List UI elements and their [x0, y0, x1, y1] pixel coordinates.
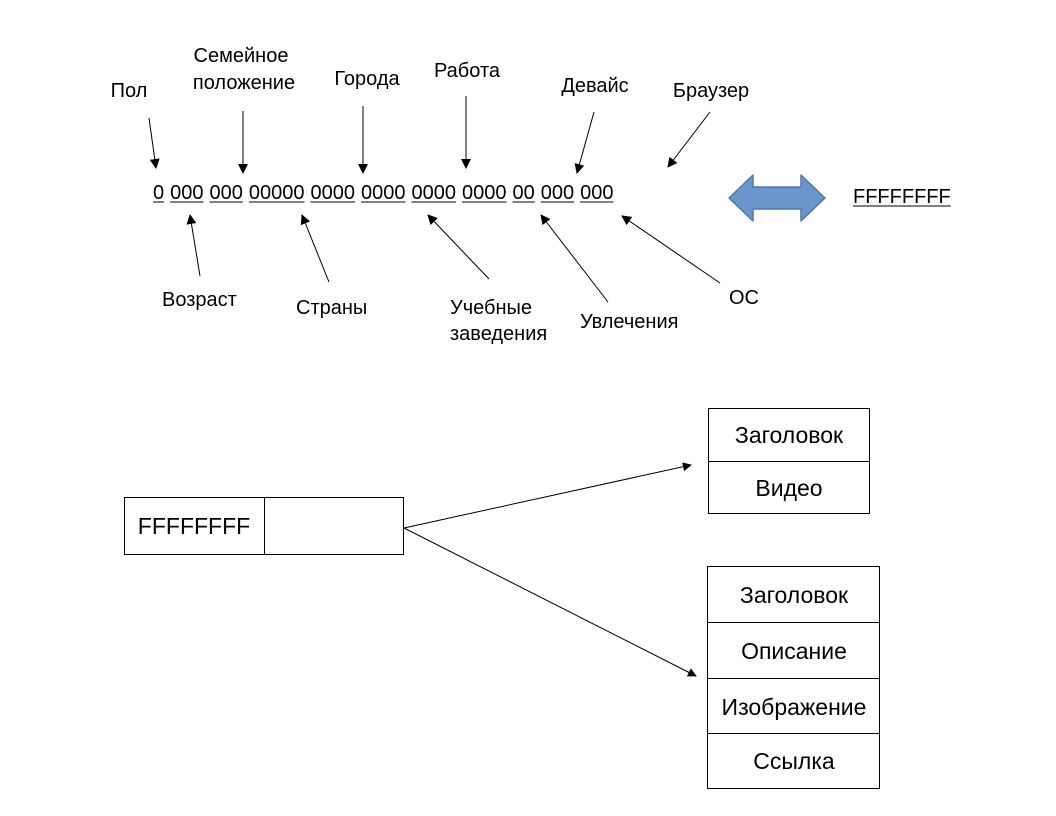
bitmask-segment: 0000 [311, 182, 356, 204]
bottom-label-arrows [186, 214, 721, 303]
bitmask-row: 0 000 000 00000 0000 0000 0000 0000 00 000 000 [153, 182, 614, 204]
record-image-field-1-text: Описание [741, 638, 847, 664]
hex-value: FFFFFFFF [853, 186, 951, 208]
label-devays: Девайс [561, 75, 628, 97]
label-semeynoe-line2: положение [193, 72, 295, 94]
record-video-field-1-text: Видео [755, 475, 822, 501]
arrow-vozrast [186, 214, 201, 277]
record-video-field-0-text: Заголовок [735, 422, 844, 448]
record-image-field-0 [707, 566, 880, 623]
record-image: Заголовок Описание Изображение Ссылка [707, 566, 880, 789]
double-arrow-icon [728, 174, 826, 222]
arrow-to-image-record [403, 527, 697, 677]
bitmask-segment: 00000 [249, 182, 305, 204]
record-image-field-0-text: Заголовок [740, 582, 849, 608]
arrow-pol [148, 117, 160, 169]
key-value-box: FFFFFFFF [124, 497, 404, 555]
label-strany: Страны [296, 297, 367, 319]
label-semeynoe-line1: Семейное [194, 45, 289, 67]
arrow-strany [300, 214, 330, 283]
bitmask-segment: 000 [580, 182, 613, 204]
arrow-os [621, 215, 721, 284]
arrow-devays [574, 111, 595, 174]
bitmask-segment: 000 [210, 182, 243, 204]
record-video-field-0 [708, 408, 870, 462]
label-uchebnye-line2: заведения [450, 323, 547, 345]
bitmask-segment: 0000 [361, 182, 406, 204]
bitmask-segment: 0 [153, 182, 164, 204]
label-brauzer: Браузер [673, 80, 749, 102]
arrow-uchebnye-zavedeniya [427, 214, 490, 280]
record-image-field-3 [707, 733, 880, 789]
bitmask-segment: 000 [170, 182, 203, 204]
record-video: Заголовок Видео [708, 408, 870, 514]
label-pol: Пол [111, 80, 148, 102]
bitmask-segment: 0000 [462, 182, 507, 204]
record-image-field-2-text: Изображение [722, 694, 867, 720]
key-cell-text: FFFFFFFF [138, 513, 250, 539]
top-label-arrows [148, 96, 711, 174]
label-rabota: Работа [434, 60, 501, 82]
value-cell [264, 497, 404, 555]
key-cell [124, 497, 265, 555]
top-labels: Пол Семейное положение Города Работа Дев… [111, 45, 750, 102]
bitmask-segment: 0000 [412, 182, 457, 204]
bottom-labels: Возраст Страны Учебные заведения Увлечен… [162, 287, 759, 345]
label-uchebnye-line1: Учебные [450, 297, 532, 319]
bitmask-segment: 00 [513, 182, 535, 204]
arrow-uvlecheniya [540, 214, 609, 303]
label-uvlecheniya: Увлечения [580, 311, 678, 333]
record-image-field-3-text: Ссылка [753, 748, 835, 774]
bitmask-segment: 000 [541, 182, 574, 204]
arrow-brauzer [667, 111, 711, 168]
label-os: ОС [729, 287, 759, 309]
label-vozrast: Возраст [162, 289, 237, 311]
label-goroda: Города [334, 68, 400, 90]
record-video-field-1 [708, 461, 870, 514]
arrow-to-video-record [403, 462, 692, 529]
